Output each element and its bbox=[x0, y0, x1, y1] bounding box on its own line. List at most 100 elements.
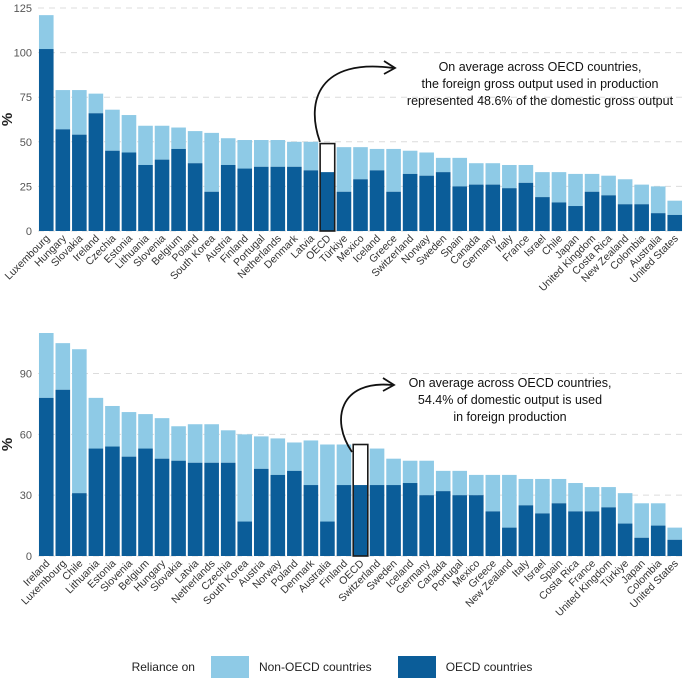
chart1-bar-non-oecd bbox=[551, 172, 567, 203]
chart2-bar-non-oecd bbox=[617, 493, 633, 524]
chart1-bar-non-oecd bbox=[435, 157, 451, 173]
chart1-bar-non-oecd bbox=[187, 131, 203, 164]
chart1-bar-oecd bbox=[55, 129, 71, 231]
chart2-bar-non-oecd bbox=[485, 474, 501, 512]
chart2-y-axis-label: % bbox=[0, 438, 16, 451]
chart2-bar-oecd bbox=[634, 537, 649, 556]
chart2-bar-oecd bbox=[171, 460, 186, 556]
chart2-bar-oecd bbox=[72, 493, 87, 556]
chart1-bar-non-oecd bbox=[601, 175, 616, 196]
chart2-bar-oecd bbox=[105, 446, 120, 556]
chart1-bar-oecd bbox=[253, 166, 269, 231]
chart2-bar-oecd bbox=[369, 485, 385, 556]
chart2-bar-non-oecd bbox=[204, 424, 219, 463]
chart1-bar-non-oecd bbox=[369, 148, 385, 171]
chart1-bar-oecd bbox=[287, 166, 302, 231]
chart1-ytick-label: 100 bbox=[14, 48, 32, 60]
chart1-bar-non-oecd bbox=[402, 150, 418, 174]
chart2-bar-non-oecd bbox=[452, 470, 468, 496]
chart1-y-axis-label: % bbox=[0, 113, 16, 126]
chart1-bar-non-oecd bbox=[237, 140, 253, 169]
chart2-bar-oecd bbox=[468, 495, 484, 556]
chart2-ytick-label: 90 bbox=[20, 369, 32, 381]
chart1-bar-oecd bbox=[617, 204, 633, 231]
chart2-bar-oecd bbox=[154, 458, 170, 556]
chart1-bar-non-oecd bbox=[650, 186, 666, 214]
chart1-bar-oecd bbox=[386, 191, 401, 231]
chart1-annotation-arrow bbox=[313, 65, 394, 143]
chart1-annotation-line: On average across OECD countries, bbox=[439, 60, 642, 74]
chart1-bar-non-oecd bbox=[121, 115, 137, 153]
chart2-bar-non-oecd bbox=[502, 474, 517, 528]
chart2-annotation-arrow bbox=[340, 383, 393, 453]
chart1-bar-oecd bbox=[154, 159, 170, 231]
legend-label-oecd: OECD countries bbox=[445, 660, 533, 674]
chart1-bar-non-oecd bbox=[584, 173, 600, 192]
chart1-bar-oecd bbox=[88, 113, 104, 231]
chart2-bar-non-oecd bbox=[121, 412, 137, 457]
chart2-bar-oecd bbox=[38, 397, 54, 556]
chart1-bar-non-oecd bbox=[38, 15, 54, 50]
chart2-ytick-label: 30 bbox=[20, 490, 32, 502]
chart1-bar-oecd-average bbox=[320, 172, 335, 231]
chart1-bar-oecd bbox=[468, 184, 484, 231]
chart2-annotation-line: On average across OECD countries, bbox=[409, 376, 612, 390]
chart1-bar-oecd bbox=[584, 191, 600, 231]
chart1-bar-non-oecd bbox=[220, 138, 236, 165]
chart1-bar-oecd bbox=[650, 213, 666, 231]
chart2-bar-non-oecd bbox=[320, 444, 335, 522]
chart1-bar-oecd bbox=[105, 150, 120, 231]
chart1-bar-non-oecd bbox=[502, 164, 517, 189]
chart1-ytick-label: 25 bbox=[20, 181, 32, 193]
chart1-annotation-line: the foreign gross output used in product… bbox=[422, 77, 659, 91]
chart1-bar-oecd bbox=[220, 164, 236, 231]
chart1-ytick-label: 125 bbox=[14, 3, 32, 15]
chart2-bar-non-oecd bbox=[584, 487, 600, 512]
chart2-bar-oecd bbox=[253, 468, 269, 556]
chart1-bar-oecd bbox=[601, 195, 616, 231]
chart1-bar-non-oecd bbox=[287, 141, 302, 167]
chart1-bar-non-oecd bbox=[303, 141, 319, 171]
chart1-bar-oecd bbox=[138, 164, 153, 231]
chart1-bar-non-oecd bbox=[55, 90, 71, 130]
chart1-bar-non-oecd bbox=[419, 152, 434, 176]
chart1-bar-non-oecd bbox=[535, 172, 550, 198]
chart1-bar-non-oecd bbox=[154, 125, 170, 160]
chart1-bar-non-oecd bbox=[386, 148, 401, 192]
chart2-bar-non-oecd bbox=[105, 405, 120, 447]
chart2-bar-oecd bbox=[435, 491, 451, 556]
chart1-bar-oecd bbox=[535, 197, 550, 231]
chart1-bar-non-oecd bbox=[204, 132, 219, 192]
chart2-bar-oecd bbox=[518, 505, 534, 556]
chart1-bar-non-oecd bbox=[72, 90, 87, 135]
legend-swatch-non-oecd bbox=[210, 656, 249, 678]
chart1-bar-oecd bbox=[72, 134, 87, 231]
chart2-bar-non-oecd bbox=[72, 349, 87, 494]
chart1-bar-oecd bbox=[634, 204, 649, 231]
chart2-bar-oecd-average bbox=[353, 485, 368, 556]
chart2-bar-oecd bbox=[270, 474, 286, 556]
chart1-bar-non-oecd bbox=[253, 140, 269, 167]
chart1-bar-oecd bbox=[121, 152, 137, 231]
chart2-bar-oecd bbox=[452, 495, 468, 556]
chart1-bar-non-oecd bbox=[485, 163, 501, 185]
chart1-bar-oecd bbox=[502, 188, 517, 231]
chart1-bar-non-oecd bbox=[105, 109, 120, 151]
chart1-bar-non-oecd bbox=[270, 140, 286, 167]
chart2-bar-non-oecd bbox=[650, 503, 666, 526]
legend: Reliance on Non-OECD countries OECD coun… bbox=[0, 652, 690, 682]
chart1-bar-oecd bbox=[667, 214, 683, 231]
chart1-bar-oecd bbox=[187, 163, 203, 231]
legend-swatch-oecd bbox=[397, 656, 436, 678]
chart2-bar-non-oecd bbox=[551, 478, 567, 504]
chart2-highlight-box bbox=[352, 443, 369, 557]
charts-canvas: 0255075100125%LuxembourgHungarySlovakiaI… bbox=[0, 3, 683, 619]
chart2-bar-oecd bbox=[336, 485, 352, 556]
chart2-bar-non-oecd bbox=[253, 436, 269, 469]
chart2-bar-oecd bbox=[584, 511, 600, 556]
chart1-bar-oecd bbox=[452, 186, 468, 231]
chart1-ytick-label: 0 bbox=[26, 226, 32, 238]
chart2-bar-oecd bbox=[138, 448, 153, 556]
chart1-ytick-label: 50 bbox=[20, 137, 32, 149]
